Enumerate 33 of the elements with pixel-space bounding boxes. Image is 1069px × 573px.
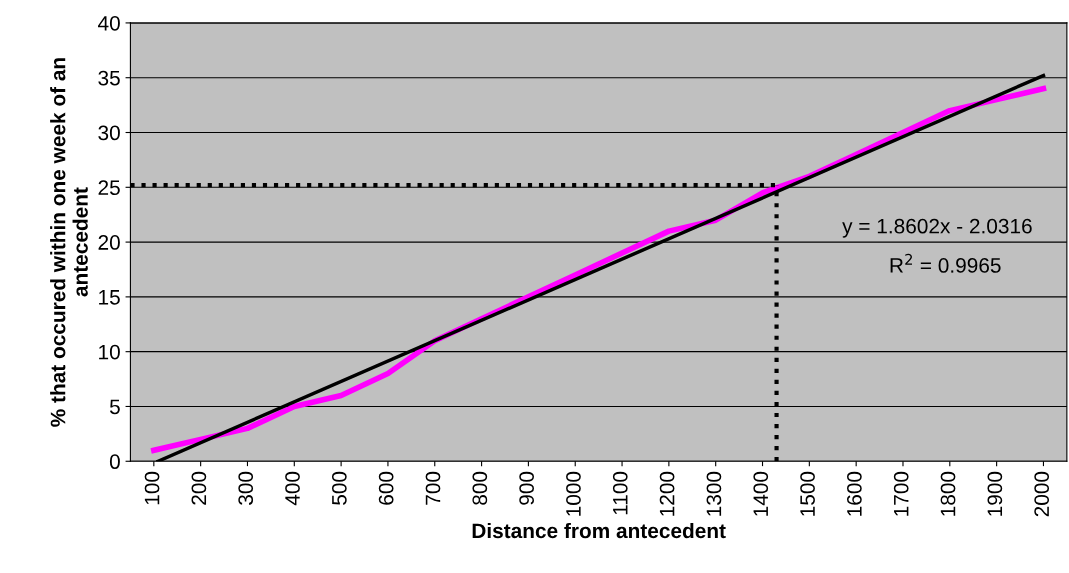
x-tick-label: 900 <box>519 471 534 505</box>
y-tick-label: 20 <box>98 235 120 250</box>
y-tick-label: 15 <box>99 290 120 305</box>
annotation: y = 1.8602x - 2.0316 <box>842 218 1032 238</box>
x-tick-label: 1700 <box>893 471 909 516</box>
x-tick-label: 1100 <box>612 471 628 515</box>
y-tick-label: 40 <box>98 15 120 31</box>
x-tick-label: 1800 <box>940 471 956 516</box>
y-tick-label: 0 <box>109 454 120 470</box>
x-tick-label: 800 <box>472 471 488 505</box>
x-tick-label: 1300 <box>706 471 722 516</box>
x-tick-label: 100 <box>144 471 160 505</box>
y-tick-label: 35 <box>98 70 120 86</box>
y-axis-title: % that occured within one week of an antecedent <box>50 58 88 427</box>
y-tick-label: 30 <box>98 125 120 141</box>
x-tick-label: 1400 <box>753 471 769 516</box>
x-axis-title: Distance from antecedent <box>472 522 726 539</box>
x-tick-label: 600 <box>378 471 394 505</box>
y-tick-label: 10 <box>99 344 120 360</box>
x-tick-label: 2000 <box>1034 471 1050 517</box>
x-tick-label: 1900 <box>987 471 1003 516</box>
annotation: R$^{2}$ = 0.9965 <box>890 253 1001 273</box>
x-tick-label: 700 <box>425 471 441 505</box>
x-tick-label: 1000 <box>566 471 581 516</box>
x-tick-label: 500 <box>331 471 347 505</box>
x-tick-label: 400 <box>285 471 300 506</box>
x-tick-label: 1200 <box>659 471 675 516</box>
x-tick-label: 200 <box>191 471 207 505</box>
y-tick-label: 25 <box>98 180 120 196</box>
y-tick-label: 5 <box>109 399 120 415</box>
x-tick-label: 300 <box>238 471 254 505</box>
x-tick-label: 1600 <box>847 471 862 516</box>
x-tick-label: 1500 <box>800 471 815 516</box>
